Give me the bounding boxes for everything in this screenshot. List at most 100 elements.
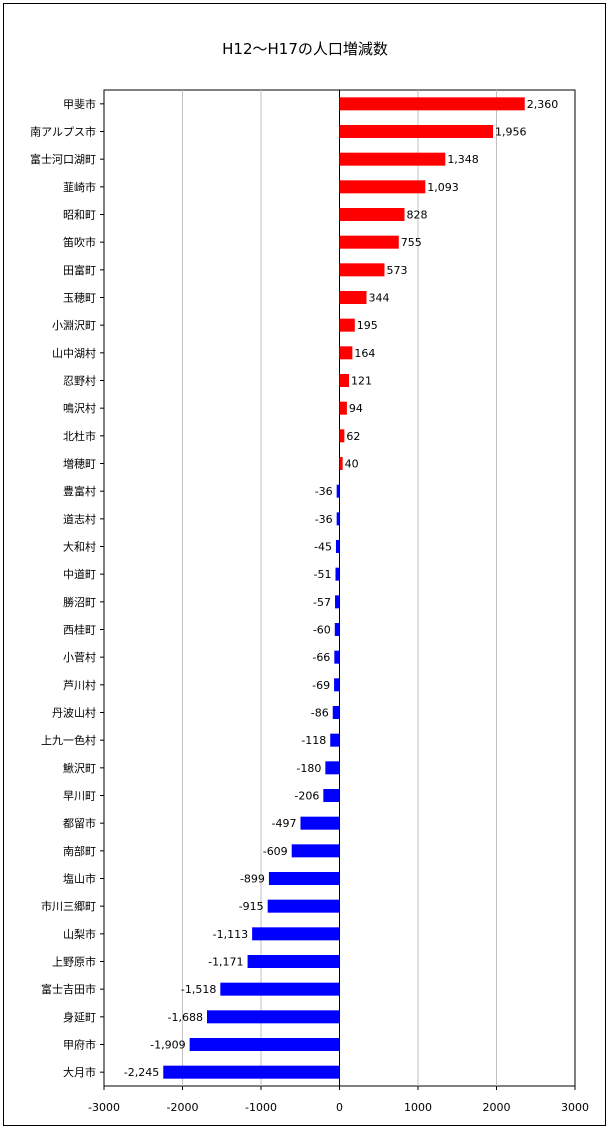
category-label: 丹波山村 bbox=[52, 706, 96, 720]
category-label: 身延町 bbox=[63, 1010, 96, 1024]
x-tick-label: -2000 bbox=[167, 1101, 199, 1114]
bar bbox=[335, 540, 340, 553]
data-label: -36 bbox=[315, 485, 333, 498]
data-label: -1,113 bbox=[213, 928, 248, 941]
category-label: 忍野村 bbox=[63, 374, 96, 388]
category-label: 小菅村 bbox=[63, 650, 96, 664]
category-label: 大和村 bbox=[63, 540, 96, 554]
category-label: 山梨市 bbox=[63, 927, 96, 941]
data-label: 164 bbox=[354, 347, 375, 360]
data-label: 573 bbox=[386, 264, 407, 277]
category-label: 玉穂町 bbox=[63, 291, 96, 305]
bar bbox=[189, 1038, 340, 1051]
category-label: 上九一色村 bbox=[41, 733, 96, 747]
data-label: 344 bbox=[369, 292, 390, 305]
data-label: 62 bbox=[346, 430, 360, 443]
bar bbox=[267, 899, 340, 913]
data-label: 195 bbox=[357, 319, 378, 332]
x-tick-label: -3000 bbox=[88, 1101, 120, 1114]
data-label: -45 bbox=[314, 541, 332, 554]
gridlines bbox=[182, 90, 497, 1086]
bar bbox=[339, 374, 349, 387]
category-label: 増穂町 bbox=[63, 457, 96, 471]
bar bbox=[334, 623, 340, 636]
category-label: 昭和町 bbox=[63, 209, 96, 222]
category-label: 甲府市 bbox=[63, 1038, 96, 1052]
bar bbox=[339, 125, 494, 138]
category-label: 韮崎市 bbox=[63, 180, 96, 194]
category-label: 富士河口湖町 bbox=[30, 152, 96, 166]
x-tick-label: 3000 bbox=[561, 1101, 589, 1114]
data-label: 2,360 bbox=[527, 98, 559, 111]
category-label: 大月市 bbox=[63, 1065, 96, 1079]
category-label: 道志村 bbox=[63, 512, 96, 526]
data-label: 828 bbox=[406, 209, 427, 222]
bar bbox=[339, 318, 355, 332]
category-label: 鰍沢町 bbox=[63, 761, 96, 775]
category-label: 豊富村 bbox=[63, 484, 96, 498]
chart-title: H12〜H17の人口増減数 bbox=[222, 40, 388, 58]
x-tick-label: 2000 bbox=[483, 1101, 511, 1114]
bar bbox=[247, 955, 340, 968]
bars bbox=[163, 97, 525, 1079]
bar bbox=[206, 1010, 340, 1024]
data-label: -66 bbox=[312, 651, 330, 664]
data-label: -609 bbox=[263, 845, 288, 858]
x-tick-label: -1000 bbox=[245, 1101, 277, 1114]
bar bbox=[334, 650, 340, 664]
bar bbox=[300, 816, 340, 830]
bar bbox=[268, 872, 340, 885]
data-label: -57 bbox=[313, 596, 331, 609]
data-label: 755 bbox=[401, 236, 422, 249]
data-label: -51 bbox=[314, 568, 332, 581]
data-label: 40 bbox=[345, 458, 359, 471]
data-label: -1,518 bbox=[181, 983, 216, 996]
category-label: 芦川村 bbox=[63, 678, 96, 692]
data-label: 1,348 bbox=[447, 153, 479, 166]
data-label: 1,956 bbox=[495, 126, 527, 139]
bar bbox=[325, 761, 340, 775]
bar bbox=[252, 927, 340, 941]
data-label: -86 bbox=[311, 707, 329, 720]
category-label: 笛吹市 bbox=[63, 235, 96, 249]
bar bbox=[336, 512, 340, 526]
bar bbox=[339, 429, 345, 443]
x-tick-label: 1000 bbox=[404, 1101, 432, 1114]
category-label: 西桂町 bbox=[63, 623, 96, 637]
category-label: 塩山市 bbox=[63, 872, 96, 886]
category-label: 早川町 bbox=[63, 790, 96, 803]
category-label: 中道町 bbox=[63, 567, 96, 581]
data-label: 1,093 bbox=[427, 181, 459, 194]
data-label: -2,245 bbox=[124, 1066, 159, 1079]
category-label: 都留市 bbox=[63, 816, 96, 830]
bar bbox=[339, 235, 399, 249]
data-label: -497 bbox=[272, 817, 297, 830]
bar bbox=[163, 1065, 340, 1079]
category-labels: 甲斐市南アルプス市富士河口湖町韮崎市昭和町笛吹市田富町玉穂町小淵沢町山中湖村忍野… bbox=[30, 97, 104, 1079]
bar bbox=[220, 982, 340, 996]
bar bbox=[339, 457, 343, 470]
data-label: -915 bbox=[239, 900, 264, 913]
bar bbox=[335, 595, 340, 609]
data-label: 121 bbox=[351, 375, 372, 388]
category-label: 南部町 bbox=[63, 844, 96, 858]
bar bbox=[339, 401, 347, 415]
category-label: 上野原市 bbox=[52, 955, 96, 969]
category-label: 甲斐市 bbox=[63, 97, 96, 111]
category-label: 山中湖村 bbox=[52, 346, 96, 360]
bar bbox=[339, 208, 405, 221]
category-label: 勝沼町 bbox=[63, 595, 96, 609]
category-label: 鳴沢村 bbox=[63, 401, 96, 415]
bar bbox=[336, 484, 340, 498]
x-axis-ticks: -3000 -2000 -1000 0 1000 2000 3000 bbox=[88, 1086, 589, 1114]
bar bbox=[339, 346, 353, 360]
data-label: -60 bbox=[313, 624, 331, 637]
data-label: -69 bbox=[312, 679, 330, 692]
x-tick-label: 0 bbox=[336, 1101, 343, 1114]
data-labels: 2,360 1,956 1,348 1,093 828 755 573 344 195 164 12… bbox=[124, 98, 558, 1079]
bar bbox=[339, 180, 426, 194]
bar bbox=[335, 567, 340, 581]
bar bbox=[332, 706, 340, 719]
category-label: 富士吉田市 bbox=[41, 982, 96, 996]
